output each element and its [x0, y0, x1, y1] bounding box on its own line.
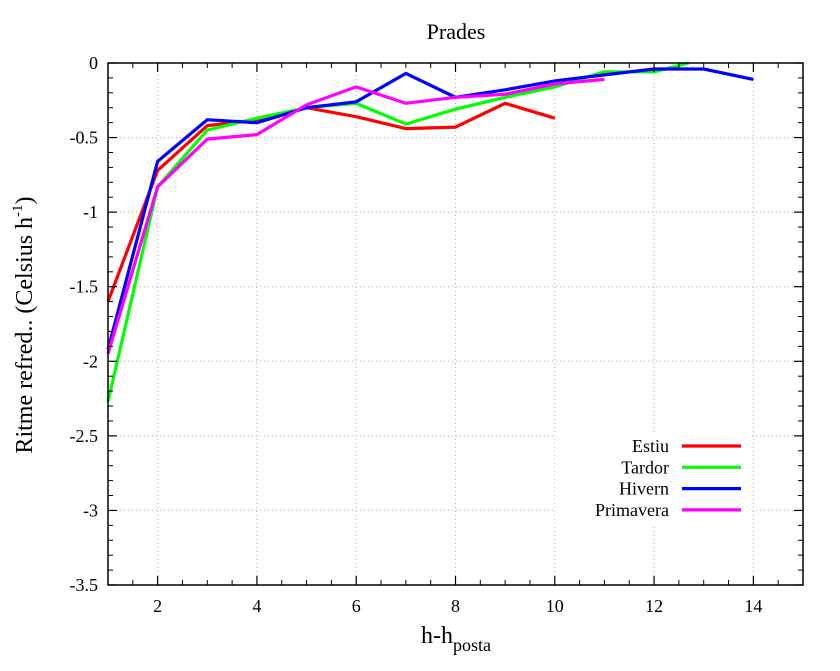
axis-ticks [107, 62, 804, 586]
x-tick-label: 8 [451, 596, 460, 616]
y-tick-label: -2 [83, 351, 98, 371]
y-axis-title-main: Ritme refred.. (Celsius h [12, 217, 38, 454]
x-axis-title: h-hposta [421, 623, 491, 655]
series-line-tardor [106, 61, 690, 402]
legend-label-tardor: Tardor [621, 457, 669, 477]
x-tick-label: 6 [352, 596, 361, 616]
chart-title: Prades [427, 19, 486, 44]
series-line-hivern [106, 67, 754, 350]
x-axis-title-subscript: posta [453, 635, 491, 655]
x-tick-labels: 2 4 6 8 10 12 14 [153, 596, 762, 616]
x-tick-label: 2 [153, 596, 162, 616]
x-tick-label: 14 [744, 596, 762, 616]
y-tick-label: -1 [83, 202, 98, 222]
x-tick-label: 4 [252, 596, 261, 616]
legend-label-primavera: Primavera [595, 500, 669, 520]
y-tick-label: -2.5 [70, 426, 99, 446]
y-tick-label: -3 [83, 500, 98, 520]
y-axis-title: Ritme refred.. (Celsius h-1) [10, 196, 38, 453]
series-lines [106, 61, 754, 402]
legend-label-estiu: Estiu [632, 436, 669, 456]
x-tick-label: 10 [546, 596, 564, 616]
x-tick-label: 12 [645, 596, 663, 616]
series-line-primavera [106, 77, 605, 355]
series-line-estiu [106, 101, 556, 303]
legend-label-hivern: Hivern [619, 479, 669, 499]
y-axis-title-superscript: -1 [10, 204, 26, 217]
y-tick-labels: 0 -0.5 -1 -1.5 -2 -2.5 -3 -3.5 [70, 53, 99, 595]
y-tick-label: -1.5 [70, 277, 99, 297]
grid [108, 63, 803, 585]
y-tick-label: -0.5 [70, 128, 99, 148]
x-axis-title-main: h-h [421, 623, 453, 649]
y-tick-label: 0 [89, 53, 98, 73]
y-axis-title-close: ) [12, 196, 38, 204]
y-tick-label: -3.5 [70, 575, 99, 595]
